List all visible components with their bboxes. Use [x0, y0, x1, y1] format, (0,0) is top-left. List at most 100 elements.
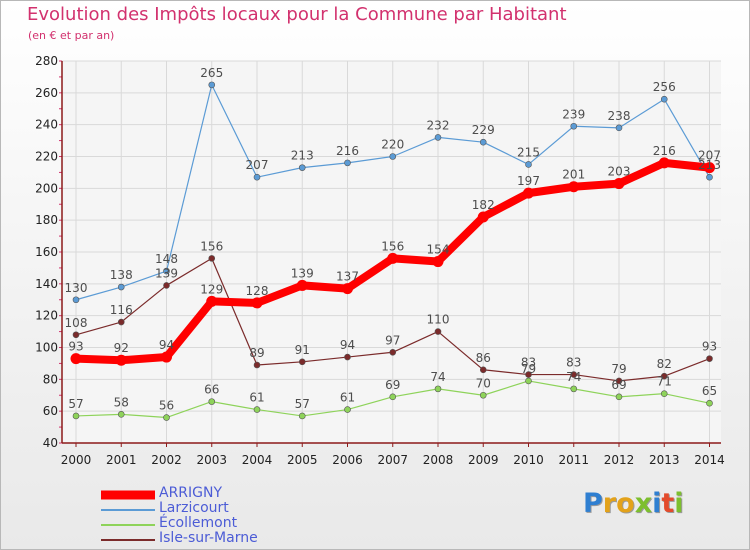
y-tick-label: 80	[43, 372, 58, 386]
data-label-isle-sur-marne: 82	[657, 357, 672, 371]
x-tick-label: 2012	[604, 453, 635, 467]
data-label-larzicourt: 213	[291, 149, 314, 163]
data-label-ecollemont: 65	[702, 384, 717, 398]
data-label-isle-sur-marne: 89	[249, 346, 264, 360]
x-tick-label: 2003	[196, 453, 227, 467]
data-point-larzicourt	[706, 173, 713, 181]
data-point-isle-sur-marne	[525, 371, 532, 378]
logo-letter: t	[661, 488, 675, 519]
data-label-arrigny: 92	[114, 341, 129, 355]
data-point-larzicourt	[163, 267, 170, 275]
data-point-ecollemont	[570, 385, 578, 393]
logo-letter: i	[652, 488, 662, 519]
x-tick-label: 2001	[106, 453, 137, 467]
data-point-arrigny	[613, 178, 625, 190]
data-label-larzicourt: 215	[517, 145, 540, 159]
y-tick-label: 240	[35, 118, 58, 132]
data-point-arrigny	[523, 187, 534, 199]
data-label-isle-sur-marne: 94	[340, 338, 355, 352]
y-tick-label: 100	[35, 341, 58, 355]
logo-letter: r	[602, 488, 617, 519]
data-label-ecollemont: 56	[159, 399, 174, 413]
data-label-larzicourt: 238	[608, 109, 631, 123]
data-point-isle-sur-marne	[208, 255, 216, 262]
y-tick-label: 120	[35, 309, 58, 323]
data-point-ecollemont	[660, 390, 668, 397]
x-tick-label: 2000	[61, 453, 92, 467]
data-point-isle-sur-marne	[72, 331, 80, 339]
data-label-larzicourt: 216	[336, 144, 359, 158]
data-label-ecollemont: 69	[385, 378, 400, 392]
data-point-larzicourt	[570, 122, 578, 130]
data-point-arrigny	[115, 354, 127, 366]
data-point-isle-sur-marne	[434, 328, 442, 335]
data-label-larzicourt: 239	[562, 107, 585, 121]
data-label-ecollemont: 61	[249, 391, 264, 405]
x-tick-label: 2008	[423, 453, 454, 467]
data-label-arrigny: 137	[336, 270, 359, 284]
data-label-larzicourt: 207	[246, 158, 269, 172]
y-tick-label: 260	[35, 86, 58, 100]
data-label-arrigny: 93	[68, 340, 83, 354]
data-label-arrigny: 207	[698, 149, 721, 163]
data-point-larzicourt	[660, 95, 668, 103]
legend-label-isle-sur-marne: Isle-sur-Marne	[159, 530, 258, 546]
logo-letter: o	[616, 488, 635, 519]
data-point-arrigny	[658, 157, 670, 169]
data-label-ecollemont: 71	[657, 375, 672, 389]
data-point-arrigny	[251, 297, 263, 309]
data-point-arrigny	[568, 181, 580, 193]
data-point-ecollemont	[298, 412, 306, 420]
data-point-isle-sur-marne	[479, 366, 487, 374]
data-label-isle-sur-marne: 83	[566, 356, 581, 370]
data-label-isle-sur-marne: 83	[521, 356, 536, 370]
data-label-larzicourt: 213	[698, 158, 721, 172]
data-label-larzicourt: 232	[427, 118, 450, 132]
data-label-arrigny: 156	[381, 239, 404, 253]
data-label-larzicourt: 256	[653, 80, 676, 94]
data-label-ecollemont: 70	[476, 376, 491, 390]
data-point-larzicourt	[344, 159, 351, 167]
y-tick-label: 60	[43, 404, 58, 418]
data-label-arrigny: 182	[472, 198, 495, 212]
data-label-larzicourt: 130	[65, 281, 88, 295]
data-label-isle-sur-marne: 79	[611, 362, 626, 376]
data-point-ecollemont	[479, 391, 487, 399]
data-point-larzicourt	[525, 161, 532, 168]
logo-letter: i	[674, 488, 684, 519]
data-point-isle-sur-marne	[117, 318, 125, 326]
data-label-ecollemont: 57	[68, 397, 83, 411]
y-tick-label: 160	[35, 245, 58, 259]
data-label-larzicourt: 138	[110, 268, 133, 282]
data-label-arrigny: 94	[159, 338, 174, 352]
data-label-larzicourt: 220	[381, 138, 404, 152]
logo-letter: P	[583, 488, 603, 519]
x-tick-label: 2002	[151, 453, 182, 467]
data-label-isle-sur-marne: 86	[476, 351, 491, 365]
data-label-arrigny: 139	[291, 266, 314, 280]
legend-swatch-ecollemont	[101, 523, 155, 526]
data-label-isle-sur-marne: 110	[427, 313, 450, 327]
data-point-larzicourt	[615, 124, 623, 132]
chart-title: Evolution des Impôts locaux pour la Comm…	[27, 4, 567, 25]
data-label-isle-sur-marne: 108	[65, 316, 88, 330]
data-point-ecollemont	[525, 377, 532, 385]
data-label-ecollemont: 69	[611, 378, 626, 392]
data-point-arrigny	[206, 295, 218, 307]
x-tick-label: 2011	[558, 453, 589, 467]
data-point-arrigny	[704, 162, 715, 174]
data-label-ecollemont: 57	[295, 397, 310, 411]
x-tick-label: 2009	[468, 453, 499, 467]
legend-label-ecollemont: Écollemont	[159, 515, 238, 531]
data-label-larzicourt: 265	[200, 66, 223, 80]
legend-label-larzicourt: Larzicourt	[159, 500, 229, 516]
data-point-ecollemont	[615, 393, 623, 401]
data-label-arrigny: 216	[653, 144, 676, 158]
data-point-arrigny	[70, 353, 82, 365]
data-label-arrigny: 154	[427, 243, 450, 257]
logo-letter: x	[634, 488, 653, 519]
data-label-isle-sur-marne: 156	[200, 239, 223, 253]
data-label-arrigny: 128	[246, 284, 269, 298]
data-point-ecollemont	[344, 406, 351, 413]
